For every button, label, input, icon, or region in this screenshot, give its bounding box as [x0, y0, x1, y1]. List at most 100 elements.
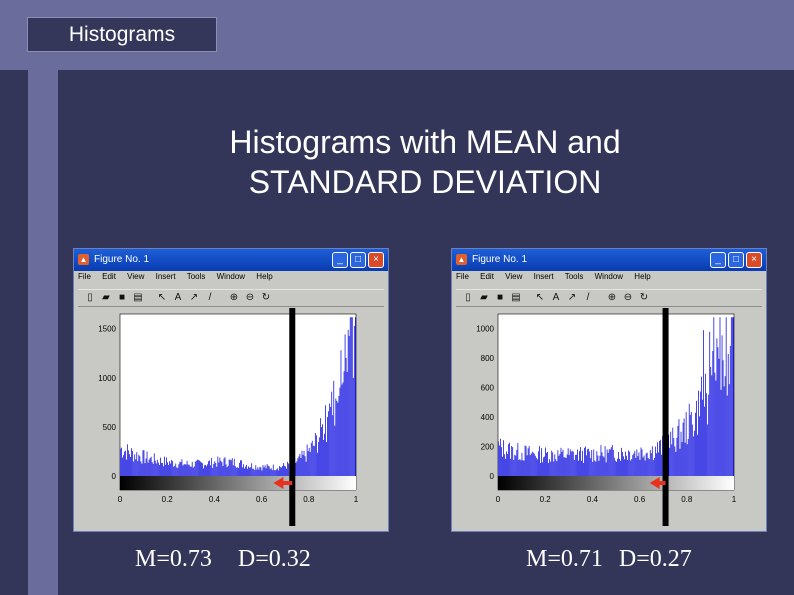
open-folder-icon[interactable]: ▰: [102, 292, 110, 303]
histogram-bar: [262, 465, 264, 476]
arrow-insert-icon[interactable]: ↗: [567, 292, 577, 303]
section-tab[interactable]: Histograms: [27, 17, 217, 52]
histogram-bar: [518, 460, 520, 476]
menu-insert[interactable]: Insert: [155, 272, 176, 281]
histogram-bar: [169, 461, 170, 476]
histogram-bar: [546, 452, 547, 476]
menu-insert[interactable]: Insert: [533, 272, 554, 281]
zoom-in-icon[interactable]: ⊕: [607, 292, 617, 303]
menu-file[interactable]: File: [456, 272, 469, 281]
histogram-bar: [617, 458, 618, 476]
text-insert-icon[interactable]: A: [174, 292, 182, 303]
histogram-bar: [246, 464, 247, 476]
histogram-bar: [696, 400, 697, 476]
histogram-bar: [182, 465, 184, 476]
menu-edit[interactable]: Edit: [480, 272, 494, 281]
histogram-bar: [180, 462, 182, 476]
histogram-bar: [718, 358, 720, 476]
histogram-bar: [561, 451, 563, 476]
histogram-bar: [523, 460, 525, 476]
histogram-bar: [133, 461, 135, 476]
menu-help[interactable]: Help: [256, 272, 273, 281]
menu-tools[interactable]: Tools: [186, 272, 206, 281]
histogram-bar: [618, 451, 619, 476]
save-icon[interactable]: ■: [118, 292, 126, 303]
histogram-bar: [167, 462, 168, 476]
histogram-bar: [234, 466, 236, 476]
menu-bar: File Edit View Insert Tools Window Help: [456, 272, 756, 286]
histogram-bar: [347, 329, 349, 476]
histogram-bar: [658, 452, 659, 476]
maximize-button[interactable]: □: [350, 252, 366, 268]
zoom-in-icon[interactable]: ⊕: [229, 292, 239, 303]
histogram-bar: [647, 458, 649, 476]
histogram-bar: [596, 451, 598, 476]
text-insert-icon[interactable]: A: [552, 292, 560, 303]
menu-help[interactable]: Help: [634, 272, 651, 281]
zoom-out-icon[interactable]: ⊖: [245, 292, 255, 303]
histogram-bar: [713, 317, 715, 476]
histogram-bar: [723, 386, 725, 476]
slide-title-line1: Histograms with MEAN and: [229, 124, 621, 160]
histogram-bar: [631, 459, 633, 476]
rotate-icon[interactable]: ↻: [639, 292, 649, 303]
line-insert-icon[interactable]: /: [586, 292, 590, 303]
new-file-icon[interactable]: ▯: [87, 292, 93, 303]
grayscale-colorbar: [120, 476, 356, 490]
menu-window[interactable]: Window: [594, 272, 624, 281]
histogram-bar: [318, 442, 319, 476]
histogram-bar: [175, 463, 177, 476]
histogram-bar: [256, 469, 258, 476]
menu-view[interactable]: View: [505, 272, 523, 281]
histogram-bar: [132, 450, 134, 476]
histogram-bar: [504, 454, 505, 476]
menu-edit[interactable]: Edit: [102, 272, 116, 281]
histogram-bar: [342, 382, 344, 476]
rotate-icon[interactable]: ↻: [261, 292, 271, 303]
menu-file[interactable]: File: [78, 272, 91, 281]
minimize-button[interactable]: _: [710, 252, 726, 268]
histogram-bar: [711, 375, 713, 476]
menu-tools[interactable]: Tools: [564, 272, 584, 281]
histogram-bar: [296, 461, 298, 476]
histogram-bar: [654, 446, 656, 476]
histogram-bar: [305, 461, 307, 476]
histogram-bar: [339, 387, 341, 476]
histogram-bar: [622, 451, 623, 476]
histogram-bar: [595, 461, 597, 476]
histogram-bar: [268, 466, 270, 476]
histogram-bar: [145, 458, 147, 476]
histogram-bar: [335, 398, 337, 476]
pointer-icon[interactable]: ↖: [535, 292, 545, 303]
zoom-out-icon[interactable]: ⊖: [623, 292, 633, 303]
histogram-bar: [257, 467, 259, 476]
histogram-bar: [136, 452, 138, 476]
maximize-button[interactable]: □: [728, 252, 744, 268]
new-file-icon[interactable]: ▯: [465, 292, 471, 303]
close-button[interactable]: ×: [746, 252, 762, 268]
histogram-bar: [593, 449, 595, 476]
line-insert-icon[interactable]: /: [208, 292, 212, 303]
histogram-bar: [641, 449, 643, 476]
histogram-bar: [332, 415, 334, 476]
print-icon[interactable]: ▤: [511, 292, 521, 303]
save-icon[interactable]: ■: [496, 292, 504, 303]
histogram-bar: [562, 449, 564, 476]
arrow-insert-icon[interactable]: ↗: [189, 292, 199, 303]
menu-window[interactable]: Window: [216, 272, 246, 281]
histogram-bar: [673, 438, 675, 476]
pointer-icon[interactable]: ↖: [157, 292, 167, 303]
menu-view[interactable]: View: [127, 272, 145, 281]
histogram-bar: [633, 453, 635, 476]
histogram-bar: [528, 445, 530, 476]
histogram-bar: [251, 463, 253, 476]
minimize-button[interactable]: _: [332, 252, 348, 268]
print-icon[interactable]: ▤: [133, 292, 143, 303]
close-button[interactable]: ×: [368, 252, 384, 268]
histogram-bar: [571, 450, 573, 476]
histogram-bar: [591, 449, 593, 476]
open-folder-icon[interactable]: ▰: [480, 292, 488, 303]
histogram-bar: [710, 367, 712, 476]
histogram-bar: [616, 461, 617, 476]
histogram-bar: [705, 373, 706, 476]
